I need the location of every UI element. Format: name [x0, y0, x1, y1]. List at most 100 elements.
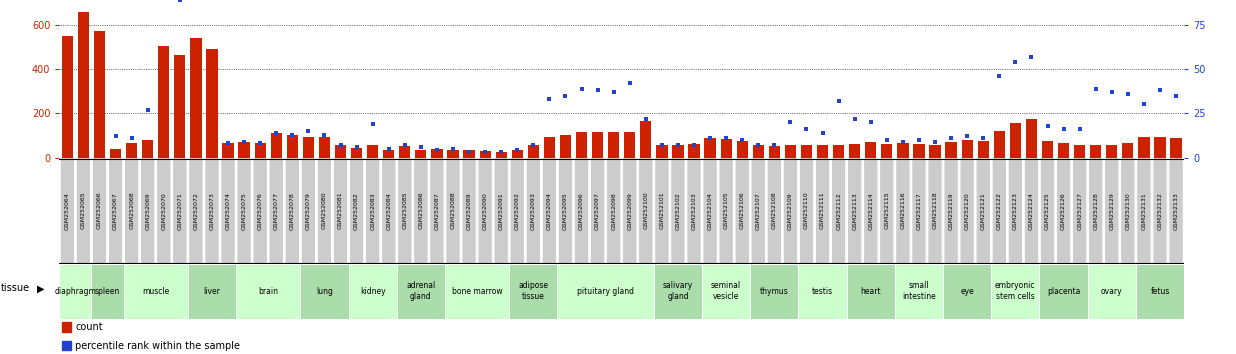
FancyBboxPatch shape: [300, 264, 349, 319]
FancyBboxPatch shape: [687, 158, 701, 264]
Bar: [62, 36, 73, 158]
Text: GSM252113: GSM252113: [852, 192, 858, 229]
FancyBboxPatch shape: [205, 158, 219, 264]
FancyBboxPatch shape: [1073, 158, 1086, 264]
Bar: [335, 145, 346, 158]
Text: tissue: tissue: [1, 284, 31, 293]
Point: [717, 135, 737, 141]
FancyBboxPatch shape: [366, 158, 379, 264]
Point: [878, 137, 897, 143]
Point: [282, 132, 303, 137]
FancyBboxPatch shape: [125, 158, 138, 264]
Bar: [560, 136, 571, 158]
FancyBboxPatch shape: [221, 158, 235, 264]
FancyBboxPatch shape: [1121, 158, 1135, 264]
Bar: [206, 49, 218, 158]
Point: [619, 80, 640, 86]
FancyBboxPatch shape: [847, 264, 895, 319]
FancyBboxPatch shape: [124, 264, 188, 319]
Bar: [1026, 119, 1037, 158]
Point: [121, 135, 142, 141]
FancyBboxPatch shape: [991, 264, 1039, 319]
Bar: [881, 144, 892, 158]
Point: [1167, 93, 1187, 98]
Point: [974, 135, 994, 141]
Bar: [351, 148, 362, 158]
FancyBboxPatch shape: [750, 264, 798, 319]
FancyBboxPatch shape: [944, 158, 958, 264]
Point: [379, 146, 399, 152]
Text: GSM252132: GSM252132: [1157, 192, 1163, 229]
FancyBboxPatch shape: [848, 158, 861, 264]
Bar: [1042, 141, 1053, 158]
Point: [412, 144, 431, 150]
Text: GSM252085: GSM252085: [402, 192, 408, 229]
Bar: [447, 150, 459, 158]
Bar: [801, 145, 812, 158]
FancyBboxPatch shape: [445, 264, 509, 319]
FancyBboxPatch shape: [591, 158, 604, 264]
Point: [653, 142, 672, 148]
Point: [556, 93, 576, 98]
FancyBboxPatch shape: [93, 158, 106, 264]
Bar: [1010, 123, 1021, 158]
Bar: [62, 341, 72, 350]
Point: [764, 142, 785, 148]
Text: GSM252100: GSM252100: [643, 192, 649, 229]
Bar: [544, 137, 555, 158]
Text: adrenal
gland: adrenal gland: [407, 281, 435, 301]
Text: muscle: muscle: [142, 287, 169, 296]
Bar: [737, 141, 748, 158]
FancyBboxPatch shape: [157, 158, 171, 264]
Point: [219, 141, 239, 146]
FancyBboxPatch shape: [509, 264, 557, 319]
FancyBboxPatch shape: [896, 158, 910, 264]
Text: diaphragm: diaphragm: [54, 287, 96, 296]
Point: [845, 116, 865, 121]
FancyBboxPatch shape: [798, 264, 847, 319]
Text: GSM252117: GSM252117: [916, 192, 922, 229]
Text: GSM252084: GSM252084: [386, 192, 392, 229]
Point: [571, 86, 592, 91]
Text: GSM252122: GSM252122: [996, 192, 1002, 229]
Bar: [785, 145, 796, 158]
Bar: [464, 150, 475, 158]
Point: [492, 149, 512, 155]
Bar: [399, 147, 410, 158]
Text: eye: eye: [960, 287, 974, 296]
Text: GSM252118: GSM252118: [932, 192, 938, 229]
Point: [524, 142, 544, 148]
FancyBboxPatch shape: [59, 264, 91, 319]
Bar: [287, 136, 298, 158]
FancyBboxPatch shape: [397, 264, 445, 319]
FancyBboxPatch shape: [543, 158, 556, 264]
Text: GSM252080: GSM252080: [321, 192, 328, 229]
Bar: [608, 132, 619, 158]
Text: GSM252066: GSM252066: [96, 192, 103, 229]
FancyBboxPatch shape: [559, 158, 572, 264]
Bar: [656, 145, 667, 158]
Text: GSM252097: GSM252097: [595, 192, 601, 229]
Bar: [978, 141, 989, 158]
FancyBboxPatch shape: [976, 158, 990, 264]
Bar: [769, 147, 780, 158]
Text: GSM252094: GSM252094: [546, 192, 552, 229]
FancyBboxPatch shape: [189, 158, 203, 264]
Point: [1038, 123, 1058, 129]
Point: [1006, 59, 1026, 65]
Text: GSM252130: GSM252130: [1125, 192, 1131, 229]
FancyBboxPatch shape: [237, 158, 251, 264]
Text: GSM252120: GSM252120: [964, 192, 970, 229]
FancyBboxPatch shape: [398, 158, 412, 264]
FancyBboxPatch shape: [286, 158, 299, 264]
Point: [603, 89, 623, 95]
Bar: [753, 145, 764, 158]
Point: [685, 142, 705, 148]
Text: GSM252064: GSM252064: [64, 192, 70, 229]
FancyBboxPatch shape: [494, 158, 508, 264]
Text: GSM252125: GSM252125: [1044, 192, 1051, 229]
Text: seminal
vesicle: seminal vesicle: [711, 281, 742, 301]
Bar: [913, 144, 925, 158]
Text: GSM252128: GSM252128: [1093, 192, 1099, 229]
Text: GSM252081: GSM252081: [337, 192, 344, 229]
